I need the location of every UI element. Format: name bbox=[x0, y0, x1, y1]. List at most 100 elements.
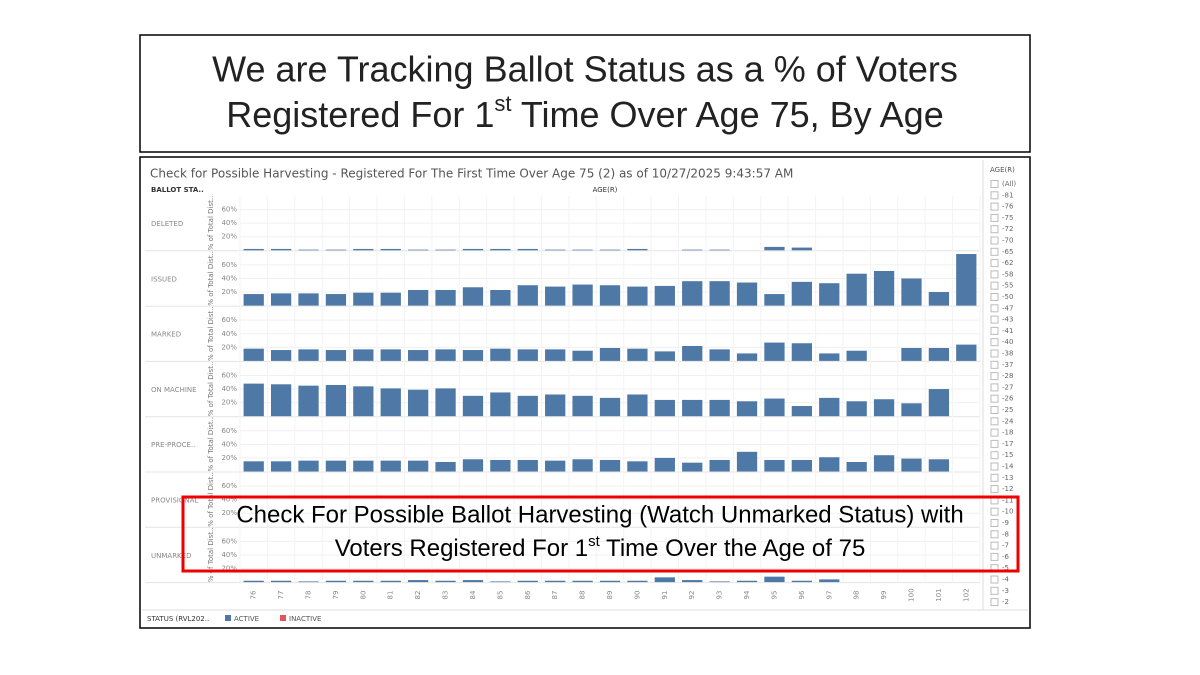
bar bbox=[682, 249, 703, 251]
filter-checkbox[interactable] bbox=[990, 349, 999, 358]
bar bbox=[325, 580, 347, 583]
filter-checkbox[interactable] bbox=[990, 406, 999, 414]
bar bbox=[325, 460, 347, 472]
x-tick-label: 81 bbox=[387, 591, 395, 600]
y-tick-label: 60% bbox=[221, 371, 237, 379]
filter-item: -26 bbox=[1002, 395, 1014, 403]
filter-checkbox[interactable] bbox=[990, 304, 999, 313]
bar bbox=[627, 394, 648, 417]
filter-checkbox[interactable] bbox=[990, 213, 999, 222]
bar bbox=[682, 399, 703, 417]
filter-checkbox[interactable] bbox=[990, 394, 999, 403]
bar bbox=[517, 248, 538, 251]
filter-checkbox[interactable] bbox=[990, 417, 999, 426]
row-label: PRE-PROCE.. bbox=[151, 441, 195, 449]
y-tick-label: 20% bbox=[221, 565, 237, 573]
filter-checkbox[interactable] bbox=[990, 519, 999, 527]
bar bbox=[408, 249, 429, 251]
filter-checkbox[interactable] bbox=[990, 315, 999, 324]
bar bbox=[599, 348, 621, 361]
filter-checkbox[interactable] bbox=[990, 259, 999, 268]
filter-checkbox[interactable] bbox=[990, 541, 999, 550]
bar bbox=[435, 580, 456, 583]
bar bbox=[791, 343, 812, 361]
filter-checkbox[interactable] bbox=[990, 586, 999, 595]
filter-item: -10 bbox=[1002, 508, 1013, 516]
bar bbox=[353, 580, 374, 583]
filter-checkbox[interactable] bbox=[990, 293, 999, 301]
filter-checkbox[interactable] bbox=[990, 598, 999, 607]
filter-checkbox[interactable] bbox=[990, 180, 999, 188]
filter-item: -11 bbox=[1002, 496, 1013, 504]
bar bbox=[325, 249, 347, 251]
bar bbox=[709, 581, 730, 583]
filter-checkbox[interactable] bbox=[990, 281, 999, 290]
bar bbox=[243, 383, 264, 417]
filter-item: -6 bbox=[1002, 553, 1010, 561]
bar bbox=[928, 292, 950, 306]
y-tick-label: 20% bbox=[221, 399, 237, 407]
bar bbox=[380, 580, 401, 583]
filter-checkbox[interactable] bbox=[990, 372, 999, 381]
bar bbox=[682, 345, 703, 361]
filter-checkbox[interactable] bbox=[990, 552, 999, 561]
bar bbox=[490, 348, 511, 361]
bar bbox=[709, 399, 730, 417]
filter-checkbox[interactable] bbox=[990, 270, 999, 279]
bar bbox=[627, 461, 648, 472]
filter-item: -41 bbox=[1002, 327, 1013, 335]
y-axis-title: % of Total Dist.. bbox=[207, 472, 215, 527]
bar bbox=[654, 577, 675, 583]
bar bbox=[791, 459, 812, 472]
x-tick-label: 99 bbox=[880, 591, 888, 600]
filter-checkbox[interactable] bbox=[990, 247, 999, 256]
filter-checkbox[interactable] bbox=[990, 530, 999, 539]
filter-checkbox[interactable] bbox=[990, 360, 999, 369]
bar bbox=[435, 289, 456, 306]
legend-swatch bbox=[280, 615, 286, 621]
filter-checkbox[interactable] bbox=[990, 326, 999, 335]
filter-checkbox[interactable] bbox=[990, 225, 999, 234]
bar bbox=[791, 580, 812, 583]
filter-item: -37 bbox=[1002, 361, 1013, 369]
bar bbox=[353, 460, 374, 472]
legend-label: ACTIVE bbox=[234, 615, 259, 623]
filter-checkbox[interactable] bbox=[990, 338, 999, 347]
filter-checkbox[interactable] bbox=[990, 575, 999, 584]
bar bbox=[764, 398, 785, 417]
filter-item: -38 bbox=[1002, 350, 1013, 358]
bar bbox=[298, 385, 319, 417]
bar bbox=[545, 349, 566, 361]
filter-checkbox[interactable] bbox=[990, 202, 999, 211]
bar bbox=[545, 394, 566, 417]
filter-checkbox[interactable] bbox=[990, 428, 999, 437]
filter-item: -24 bbox=[1002, 417, 1014, 425]
filter-checkbox[interactable] bbox=[990, 451, 999, 460]
filter-checkbox[interactable] bbox=[990, 473, 999, 482]
filter-checkbox[interactable] bbox=[990, 462, 999, 471]
filter-checkbox[interactable] bbox=[990, 383, 999, 392]
bar bbox=[928, 389, 950, 417]
filter-item: -72 bbox=[1002, 225, 1013, 233]
bar bbox=[298, 349, 319, 361]
y-tick-label: 40% bbox=[221, 219, 237, 227]
bar bbox=[270, 248, 292, 251]
bar bbox=[435, 388, 456, 417]
bar bbox=[819, 579, 840, 583]
y-tick-label: 20% bbox=[221, 288, 237, 296]
filter-checkbox[interactable] bbox=[990, 507, 999, 516]
filter-checkbox[interactable] bbox=[990, 439, 999, 448]
x-tick-label: 84 bbox=[469, 590, 477, 599]
filter-checkbox[interactable] bbox=[990, 191, 999, 200]
bar bbox=[408, 289, 429, 306]
filter-title: AGE(R) bbox=[990, 166, 1015, 174]
y-axis-title: % of Total Dist.. bbox=[207, 362, 215, 417]
filter-item: -76 bbox=[1002, 203, 1014, 211]
bar bbox=[408, 460, 429, 472]
bar bbox=[736, 282, 758, 306]
filter-checkbox[interactable] bbox=[990, 236, 999, 245]
x-tick-label: 89 bbox=[606, 591, 614, 600]
bar bbox=[791, 406, 812, 417]
filter-checkbox[interactable] bbox=[990, 485, 999, 494]
bar bbox=[901, 348, 922, 361]
